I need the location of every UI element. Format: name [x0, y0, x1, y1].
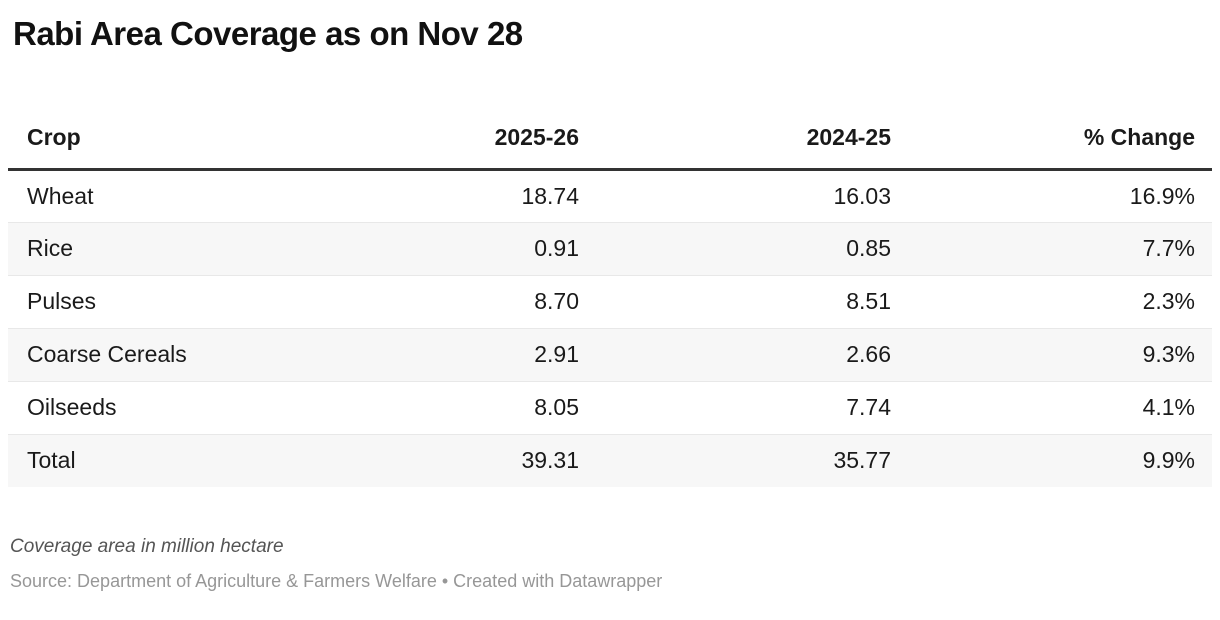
- table-row-pulses: Pulses 8.70 8.51 2.3%: [8, 275, 1212, 328]
- cell-2025-26: 0.91: [534, 235, 579, 261]
- source-name: Department of Agriculture & Farmers Welf…: [77, 571, 437, 591]
- source-line: Source: Department of Agriculture & Farm…: [10, 570, 1220, 592]
- table-row-wheat: Wheat 18.74 16.03 16.9%: [8, 169, 1212, 222]
- cell-crop: Pulses: [27, 288, 97, 314]
- cell-crop: Rice: [27, 235, 74, 261]
- cell-2024-25: 35.77: [833, 447, 891, 474]
- separator-dot: •: [436, 571, 454, 591]
- cell-crop: Wheat: [27, 182, 94, 209]
- cell-pct-change: 2.3%: [1142, 288, 1195, 314]
- cell-2024-25: 8.51: [846, 288, 891, 314]
- table-header-row: Crop 2025-26 2024-25 % Change: [8, 107, 1212, 171]
- source-label: Source:: [10, 571, 78, 591]
- table-row-oilseeds: Oilseeds 8.05 7.74 4.1%: [8, 381, 1212, 434]
- table-notes: Coverage area in million hectare: [10, 536, 284, 557]
- datawrapper-table-widget: Rabi Area Coverage as on Nov 28 Crop 202…: [0, 12, 1220, 620]
- crop-coverage-table: Crop 2025-26 2024-25 % Change Wheat 18.7…: [8, 107, 1212, 487]
- cell-pct-change: 9.3%: [1142, 341, 1195, 367]
- table-row-coarse-cereals: Coarse Cereals 2.91 2.66 9.3%: [8, 328, 1212, 381]
- cell-2025-26: 39.31: [521, 447, 579, 474]
- cell-2025-26: 8.70: [534, 288, 579, 314]
- table-row-rice: Rice 0.91 0.85 7.7%: [8, 222, 1212, 275]
- page-title: Rabi Area Coverage as on Nov 28: [13, 15, 523, 52]
- cell-2025-26: 2.91: [534, 341, 579, 367]
- cell-crop: Coarse Cereals: [27, 341, 187, 367]
- column-header-2025-26: 2025-26: [284, 107, 596, 171]
- cell-2025-26: 18.74: [521, 182, 579, 209]
- column-header-crop: Crop: [8, 107, 284, 171]
- table-row-total: Total 39.31 35.77 9.9%: [8, 434, 1212, 487]
- cell-crop: Oilseeds: [27, 394, 117, 420]
- cell-2025-26: 8.05: [534, 394, 579, 420]
- datawrapper-credit-link[interactable]: Created with Datawrapper: [453, 571, 663, 591]
- cell-2024-25: 0.85: [846, 235, 891, 261]
- cell-pct-change: 7.7%: [1142, 235, 1195, 261]
- cell-pct-change: 16.9%: [1129, 182, 1195, 209]
- cell-2024-25: 2.66: [846, 341, 891, 367]
- cell-pct-change: 9.9%: [1142, 447, 1195, 474]
- cell-2024-25: 16.03: [833, 182, 891, 209]
- column-header-pct-change: % Change: [908, 107, 1212, 171]
- cell-2024-25: 7.74: [846, 394, 891, 420]
- cell-pct-change: 4.1%: [1142, 394, 1195, 420]
- column-header-2024-25: 2024-25: [596, 107, 908, 171]
- cell-crop: Total: [27, 447, 76, 474]
